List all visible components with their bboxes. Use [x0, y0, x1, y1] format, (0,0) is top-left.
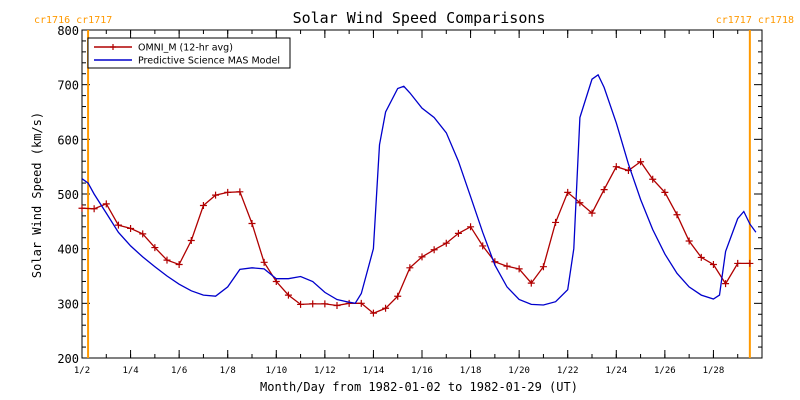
y-tick-label: 400	[57, 243, 79, 257]
omni-data-point	[697, 253, 705, 261]
omni-data-point	[661, 188, 669, 196]
omni-data-point	[564, 188, 572, 196]
x-tick-label: 1/12	[314, 366, 336, 376]
omni-data-point	[309, 300, 317, 308]
omni-series-line	[81, 160, 750, 314]
omni-data-point	[600, 186, 608, 194]
omni-data-point	[709, 261, 717, 269]
omni-data-point	[333, 302, 341, 310]
omni-data-point	[260, 258, 268, 266]
omni-data-point	[102, 200, 110, 208]
omni-data-point	[539, 263, 547, 271]
y-tick-label: 700	[57, 79, 79, 93]
x-tick-label: 1/24	[605, 366, 627, 376]
x-tick-label: 1/6	[171, 366, 187, 376]
x-tick-label: 1/20	[508, 366, 530, 376]
omni-data-point	[187, 236, 195, 244]
omni-data-point	[685, 237, 693, 245]
omni-data-point	[394, 292, 402, 300]
x-axis-label: Month/Day from 1982-01-02 to 1982-01-29 …	[260, 380, 578, 394]
omni-data-point	[467, 223, 475, 231]
x-tick-label: 1/2	[74, 366, 90, 376]
omni-data-point	[321, 300, 329, 308]
omni-data-point	[382, 304, 390, 312]
model-series-line	[81, 73, 757, 306]
omni-data-point	[224, 188, 232, 196]
x-tick-label: 1/16	[411, 366, 433, 376]
x-tick-label: 1/28	[703, 366, 725, 376]
x-tick-label: 1/22	[557, 366, 579, 376]
omni-data-point	[746, 259, 754, 267]
omni-data-point	[212, 191, 220, 199]
omni-data-point	[527, 279, 535, 287]
plot-frame	[81, 29, 763, 359]
omni-data-point	[151, 244, 159, 252]
carrington-marker-label: cr1717 cr1718	[716, 15, 794, 26]
omni-data-point	[284, 291, 292, 299]
omni-data-point	[345, 299, 353, 307]
x-tick-label: 1/26	[654, 366, 676, 376]
omni-data-point	[576, 199, 584, 207]
omni-data-point	[722, 280, 730, 288]
chart-title: Solar Wind Speed Comparisons	[293, 9, 546, 27]
omni-data-point	[127, 224, 135, 232]
x-tick-label: 1/18	[460, 366, 482, 376]
omni-data-point	[175, 261, 183, 269]
omni-data-point	[236, 188, 244, 196]
omni-data-point	[442, 239, 450, 247]
omni-data-point	[734, 259, 742, 267]
omni-data-point	[479, 242, 487, 250]
legend-omni-label: OMNI_M (12-hr avg)	[138, 43, 233, 54]
omni-data-point	[357, 299, 365, 307]
y-tick-label: 200	[57, 352, 79, 366]
y-axis-label: Solar Wind Speed (km/s)	[30, 112, 44, 278]
omni-data-point	[612, 163, 620, 171]
y-tick-label: 800	[57, 24, 79, 38]
carrington-marker-label: cr1716 cr1717	[34, 15, 112, 26]
x-tick-label: 1/8	[220, 366, 236, 376]
omni-data-point	[369, 309, 377, 317]
omni-data-point	[163, 256, 171, 264]
y-tick-label: 600	[57, 133, 79, 147]
omni-data-point	[649, 175, 657, 183]
omni-data-point	[114, 221, 122, 229]
omni-data-point	[406, 264, 414, 272]
x-tick-label: 1/14	[363, 366, 385, 376]
omni-data-point	[503, 262, 511, 270]
legend-model-label: Predictive Science MAS Model	[138, 56, 280, 67]
omni-data-point	[248, 220, 256, 228]
omni-data-point	[297, 300, 305, 308]
omni-data-point	[78, 204, 86, 212]
omni-data-point	[418, 253, 426, 261]
omni-data-point	[139, 230, 147, 238]
omni-data-point	[515, 265, 523, 273]
x-tick-label: 1/10	[265, 366, 287, 376]
omni-data-point	[673, 211, 681, 219]
omni-data-point	[430, 246, 438, 254]
legend-box	[87, 37, 291, 69]
omni-data-point	[199, 201, 207, 209]
omni-data-point	[588, 209, 596, 217]
omni-data-point	[454, 229, 462, 237]
y-tick-label: 300	[57, 297, 79, 311]
omni-data-point	[90, 205, 98, 213]
plot-area: 200 300 400 500 600 700 800 1/2 1/4 1/6 1/8 1/10 1/1…	[34, 15, 794, 376]
x-tick-label: 1/4	[122, 366, 138, 376]
y-tick-label: 500	[57, 188, 79, 202]
omni-data-point	[552, 218, 560, 226]
omni-data-point	[637, 158, 645, 166]
legend-omni-marker	[110, 44, 116, 50]
